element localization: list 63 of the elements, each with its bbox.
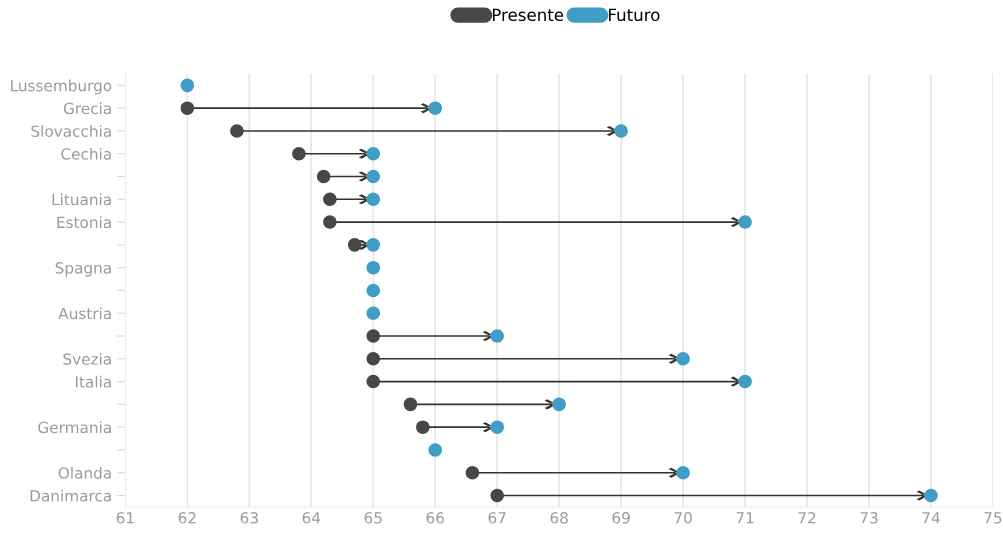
point bbox=[490, 488, 504, 503]
y-tick-label: Estonia bbox=[57, 216, 111, 229]
x-tick-label: 72 bbox=[798, 512, 816, 524]
y-tick-label: Svezia bbox=[63, 352, 111, 365]
x-tick-label: 74 bbox=[922, 512, 940, 524]
y-tick-label: Cechia bbox=[61, 147, 111, 160]
point bbox=[180, 101, 195, 115]
y-tick-label: Grecia bbox=[63, 102, 111, 115]
point bbox=[403, 397, 418, 412]
x-tick-label: 70 bbox=[674, 512, 692, 524]
point bbox=[738, 374, 752, 389]
legend-label: Futuro bbox=[609, 8, 660, 22]
point bbox=[316, 169, 331, 184]
y-tick-label: Lussemburgo bbox=[11, 79, 112, 95]
point bbox=[323, 192, 337, 207]
point bbox=[676, 465, 690, 480]
point bbox=[347, 238, 362, 252]
point bbox=[323, 215, 337, 229]
x-tick-label: 71 bbox=[736, 512, 754, 524]
y-tick-label: Olanda bbox=[58, 466, 111, 479]
y-tick-label: Austria bbox=[58, 307, 111, 320]
y-tick-label: Lituania bbox=[52, 193, 111, 206]
point bbox=[366, 306, 381, 320]
y-tick-label: Spagna bbox=[55, 262, 111, 277]
y-tick-label: Slovacchia bbox=[31, 125, 111, 137]
x-tick-label: 64 bbox=[302, 512, 321, 524]
point bbox=[676, 352, 690, 366]
point bbox=[366, 146, 381, 161]
x-tick-label: 63 bbox=[240, 512, 258, 524]
x-tick-label: 73 bbox=[860, 512, 878, 524]
point bbox=[490, 420, 504, 434]
point bbox=[230, 124, 244, 138]
x-tick-label: 75 bbox=[984, 512, 1002, 524]
point bbox=[465, 465, 480, 480]
legend-label: Presente bbox=[492, 8, 564, 22]
point bbox=[490, 329, 504, 343]
point bbox=[180, 78, 195, 93]
point bbox=[614, 124, 628, 138]
point bbox=[738, 215, 752, 229]
point bbox=[292, 146, 306, 161]
point bbox=[366, 329, 381, 343]
x-tick-label: 62 bbox=[178, 512, 196, 524]
point bbox=[366, 283, 381, 298]
x-tick-label: 69 bbox=[612, 512, 630, 524]
y-tick-label: Germania bbox=[38, 421, 111, 434]
point bbox=[366, 374, 381, 389]
x-tick-label: 66 bbox=[426, 512, 444, 524]
x-tick-label: 65 bbox=[364, 512, 382, 524]
point bbox=[416, 420, 430, 434]
point bbox=[428, 101, 442, 115]
point bbox=[366, 260, 381, 275]
point bbox=[366, 169, 381, 184]
x-tick-label: 67 bbox=[488, 512, 506, 524]
x-tick-label: 68 bbox=[550, 512, 568, 524]
point bbox=[366, 192, 381, 207]
point bbox=[552, 397, 566, 412]
point bbox=[428, 443, 442, 457]
y-tick-label: Danimarca bbox=[30, 489, 111, 502]
x-tick-label: 61 bbox=[116, 512, 134, 524]
point bbox=[366, 352, 381, 366]
y-tick-label: Italia bbox=[75, 375, 111, 388]
point bbox=[924, 488, 938, 503]
point bbox=[366, 238, 381, 252]
